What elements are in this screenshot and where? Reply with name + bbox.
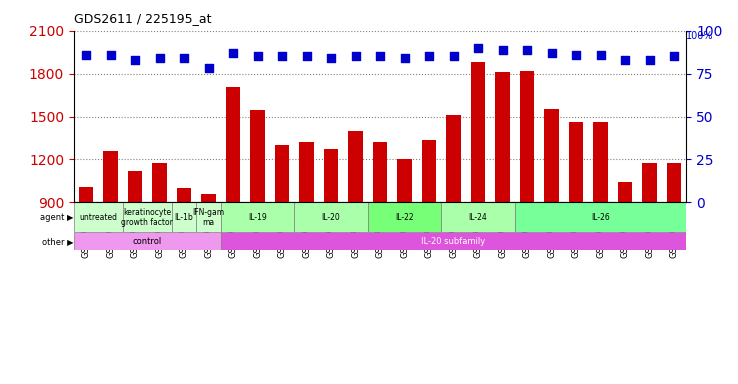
- Text: IL-20 subfamily: IL-20 subfamily: [421, 237, 486, 245]
- Text: agent ▶: agent ▶: [41, 213, 74, 222]
- Point: [472, 45, 484, 51]
- Text: IL-1b: IL-1b: [175, 213, 193, 222]
- FancyBboxPatch shape: [74, 202, 123, 232]
- Point: [178, 55, 190, 61]
- Bar: [569, 122, 584, 202]
- Point: [619, 57, 631, 63]
- FancyBboxPatch shape: [368, 202, 441, 232]
- Text: control: control: [133, 237, 162, 245]
- Point: [570, 52, 582, 58]
- Point: [300, 53, 312, 60]
- Point: [448, 53, 460, 60]
- Point: [497, 46, 508, 53]
- Point: [105, 52, 117, 58]
- Bar: [275, 145, 289, 202]
- Bar: [176, 188, 191, 202]
- Bar: [495, 72, 510, 202]
- Text: GDS2611 / 225195_at: GDS2611 / 225195_at: [74, 12, 211, 25]
- Bar: [593, 122, 608, 202]
- FancyBboxPatch shape: [74, 232, 221, 250]
- Bar: [128, 171, 142, 202]
- Text: keratinocyte
growth factor: keratinocyte growth factor: [121, 208, 173, 227]
- Bar: [446, 115, 461, 202]
- Bar: [299, 142, 314, 202]
- Point: [325, 55, 337, 61]
- Bar: [324, 149, 339, 202]
- Bar: [79, 187, 94, 202]
- Bar: [103, 151, 118, 202]
- FancyBboxPatch shape: [441, 202, 515, 232]
- Point: [203, 65, 215, 71]
- Bar: [471, 62, 486, 202]
- Point: [545, 50, 557, 56]
- Point: [668, 53, 680, 60]
- Bar: [373, 142, 387, 202]
- FancyBboxPatch shape: [172, 202, 196, 232]
- Bar: [397, 159, 412, 202]
- Bar: [544, 109, 559, 202]
- Bar: [421, 140, 436, 202]
- Bar: [348, 131, 363, 202]
- Bar: [152, 163, 167, 202]
- Point: [252, 53, 263, 60]
- Point: [595, 52, 607, 58]
- Text: IL-26: IL-26: [591, 213, 610, 222]
- Bar: [666, 163, 681, 202]
- Point: [350, 53, 362, 60]
- Point: [423, 53, 435, 60]
- Text: IL-24: IL-24: [469, 213, 488, 222]
- Text: IFN-gam
ma: IFN-gam ma: [193, 208, 224, 227]
- Point: [399, 55, 410, 61]
- Text: IL-22: IL-22: [396, 213, 414, 222]
- FancyBboxPatch shape: [294, 202, 368, 232]
- Bar: [250, 110, 265, 202]
- Point: [276, 53, 288, 60]
- Point: [80, 52, 92, 58]
- Bar: [201, 194, 216, 202]
- FancyBboxPatch shape: [123, 202, 172, 232]
- Bar: [642, 163, 657, 202]
- Text: 100%: 100%: [686, 31, 714, 41]
- Point: [129, 57, 141, 63]
- Text: untreated: untreated: [79, 213, 117, 222]
- FancyBboxPatch shape: [221, 202, 294, 232]
- FancyBboxPatch shape: [221, 232, 686, 250]
- Bar: [226, 86, 241, 202]
- Point: [521, 46, 533, 53]
- FancyBboxPatch shape: [515, 202, 686, 232]
- Point: [154, 55, 165, 61]
- Point: [374, 53, 386, 60]
- Text: IL-19: IL-19: [248, 213, 267, 222]
- Bar: [618, 182, 632, 202]
- Bar: [520, 71, 534, 202]
- Text: IL-20: IL-20: [322, 213, 340, 222]
- Text: other ▶: other ▶: [42, 237, 74, 245]
- Point: [227, 50, 239, 56]
- Point: [644, 57, 655, 63]
- FancyBboxPatch shape: [196, 202, 221, 232]
